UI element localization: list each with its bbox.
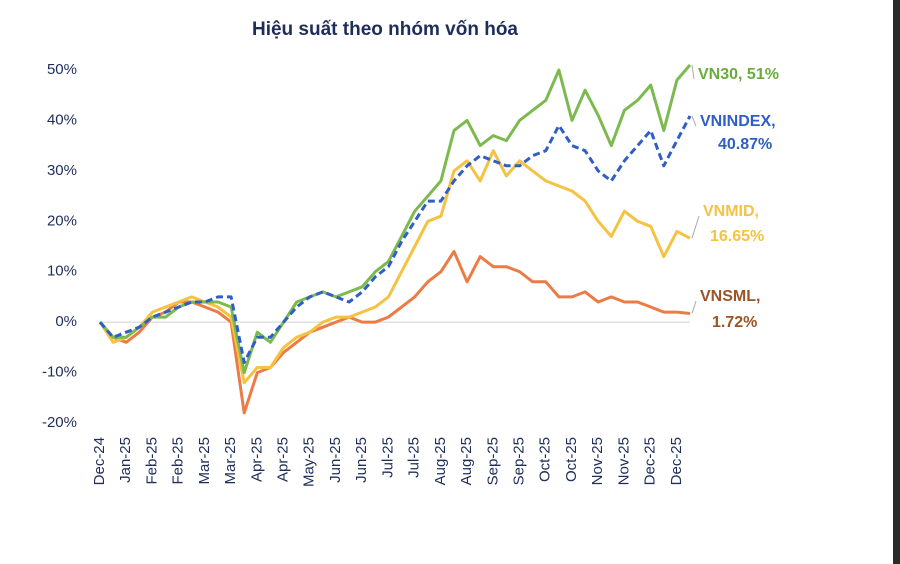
x-tick-label: Sep-25 xyxy=(484,437,501,485)
y-tick-label: -20% xyxy=(42,414,77,431)
series-line xyxy=(98,115,692,364)
series-line xyxy=(98,64,692,375)
x-tick-label: Nov-25 xyxy=(615,437,632,485)
x-tick-label: Dec-25 xyxy=(668,437,685,485)
end-label: VN30, 51% xyxy=(698,66,779,83)
x-tick-label: Jun-25 xyxy=(327,437,344,483)
window-edge xyxy=(893,0,900,564)
x-tick-label: Jan-25 xyxy=(117,437,134,483)
y-tick-label: -10% xyxy=(42,364,77,381)
x-tick-label: Feb-25 xyxy=(143,437,160,485)
y-tick-label: 20% xyxy=(47,212,77,229)
y-tick-label: 0% xyxy=(55,313,77,330)
x-tick-label: Jul-25 xyxy=(406,437,423,478)
end-label: 1.72% xyxy=(712,314,757,331)
end-label: 16.65% xyxy=(710,228,764,245)
leader-line xyxy=(691,300,697,314)
x-tick-label: Apr-25 xyxy=(275,437,292,482)
y-tick-label: 40% xyxy=(47,111,77,128)
chart-title: Hiệu suất theo nhóm vốn hóa xyxy=(252,19,518,40)
x-tick-label: Dec-25 xyxy=(642,437,659,485)
end-label: 40.87% xyxy=(718,136,772,153)
x-tick-label: Aug-25 xyxy=(432,437,449,485)
x-tick-label: Sep-25 xyxy=(511,437,528,485)
leader-line xyxy=(691,64,695,80)
y-tick-label: 30% xyxy=(47,162,77,179)
end-label: VNINDEX, xyxy=(700,113,776,130)
y-tick-label: 10% xyxy=(47,263,77,280)
x-tick-label: Apr-25 xyxy=(248,437,265,482)
x-tick-label: May-25 xyxy=(301,437,318,487)
end-label: VNMID, xyxy=(703,203,759,220)
x-tick-label: Oct-25 xyxy=(537,437,554,482)
leader-line xyxy=(691,115,697,127)
x-tick-label: Dec-24 xyxy=(91,437,108,485)
end-label: VNSML, xyxy=(700,288,760,305)
series-line xyxy=(98,149,691,385)
x-tick-label: Mar-25 xyxy=(196,437,213,485)
leader-line xyxy=(691,215,700,239)
series-line xyxy=(98,250,691,415)
y-tick-label: 50% xyxy=(47,61,77,78)
x-tick-label: Mar-25 xyxy=(222,437,239,485)
x-tick-label: Feb-25 xyxy=(170,437,187,485)
x-tick-label: Aug-25 xyxy=(458,437,475,485)
x-tick-label: Jul-25 xyxy=(379,437,396,478)
x-tick-label: Nov-25 xyxy=(589,437,606,485)
x-tick-label: Jun-25 xyxy=(353,437,370,483)
x-tick-label: Oct-25 xyxy=(563,437,580,482)
